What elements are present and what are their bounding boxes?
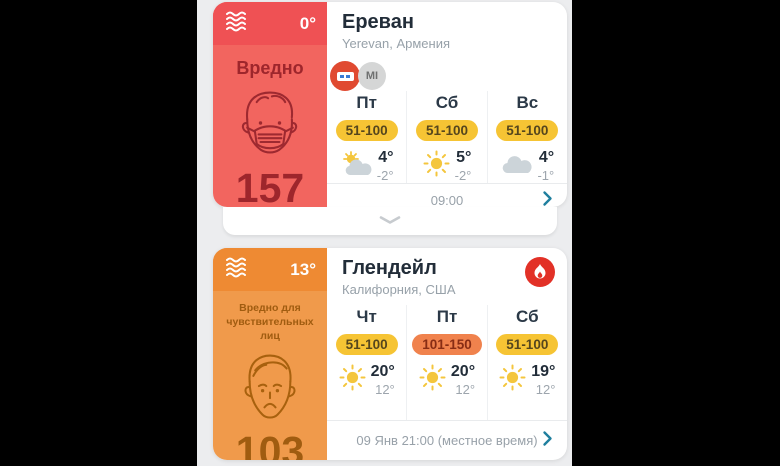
forecast-time: 09:00 <box>430 193 464 207</box>
city-subtitle: Калифорния, США <box>342 282 456 297</box>
low-temp: -1° <box>537 168 555 183</box>
forecast-col-fri: Пт 101-150 <box>406 305 486 420</box>
aqi-range-pill: 51-100 <box>415 120 479 141</box>
aqi-range-pill: 51-100 <box>496 120 559 141</box>
panel-temperature: 13° <box>290 259 316 279</box>
forecast-day: Сб <box>516 307 539 326</box>
sun-behind-cloud-icon <box>340 150 372 182</box>
forecast-time-row[interactable]: 09 Янв 21:00 (местное время) <box>327 420 567 460</box>
aqi-panel: 13° Вредно для чувствительных лиц <box>213 248 327 460</box>
chevron-right-icon[interactable] <box>542 430 553 452</box>
low-temp: 12° <box>375 382 395 397</box>
source-mi-badge: MI <box>358 62 386 90</box>
sad-face-icon <box>234 350 306 429</box>
high-temp: 20° <box>450 363 476 380</box>
forecast-row: Чт 51-100 <box>327 305 567 420</box>
aqi-status-label: Вредно для чувствительных лиц <box>226 302 314 343</box>
forecast-col-fri: Пт 51-100 <box>327 91 406 183</box>
forecast-time: 09 Янв 21:00 (местное время) <box>356 433 538 448</box>
chevron-right-icon[interactable] <box>542 190 553 208</box>
masked-face-icon <box>233 85 307 166</box>
high-temp: 4° <box>378 149 394 166</box>
sun-icon <box>499 364 526 396</box>
city-subtitle: Yerevan, Армения <box>342 36 450 51</box>
city-title: Ереван <box>342 11 414 33</box>
forecast-col-sat: Сб 51-100 <box>406 91 486 183</box>
chevron-down-icon <box>378 212 402 230</box>
air-waves-icon <box>224 256 248 283</box>
forecast-day: Сб <box>435 93 459 112</box>
panel-temperature: 0° <box>299 13 316 33</box>
cloud-icon <box>500 153 532 180</box>
forecast-row: Пт 51-100 <box>327 91 567 183</box>
forecast-day: Пт <box>436 307 458 326</box>
low-temp: -2° <box>454 168 472 183</box>
forecast-col-sun: Вс 51-100 4° -1° <box>486 91 567 183</box>
air-waves-icon <box>224 10 248 37</box>
aqi-range-pill: 101-150 <box>412 334 482 355</box>
city-card-yerevan[interactable]: 0° Вредно <box>213 2 567 235</box>
forecast-day: Чт <box>356 307 377 326</box>
low-temp: 12° <box>535 382 556 397</box>
aqi-range-pill: 51-100 <box>335 334 398 355</box>
low-temp: 12° <box>455 382 476 397</box>
forecast-time-row[interactable]: 09:00 <box>327 183 567 207</box>
high-temp: 4° <box>538 149 555 166</box>
aqi-value: 103 <box>235 427 305 460</box>
sun-icon <box>423 150 450 182</box>
forecast-col-thu: Чт 51-100 <box>327 305 406 420</box>
aqi-panel: 0° Вредно <box>213 2 327 207</box>
aqi-range-pill: 51-100 <box>496 334 559 355</box>
high-temp: 20° <box>370 363 395 380</box>
sun-icon <box>339 364 366 396</box>
app-screen: 0° Вредно <box>197 0 572 466</box>
aqi-status-label: Вредно <box>236 58 304 78</box>
city-title: Глендейл <box>342 257 437 279</box>
forecast-day: Вс <box>516 93 539 112</box>
aqi-range-pill: 51-100 <box>335 120 398 141</box>
sun-icon <box>419 364 446 396</box>
city-card-glendale[interactable]: 13° Вредно для чувствительных лиц <box>213 248 567 460</box>
aqi-value: 157 <box>235 165 305 208</box>
high-temp: 5° <box>456 149 472 166</box>
low-temp: -2° <box>376 168 394 183</box>
monitor-source-icon[interactable]: MI <box>330 60 388 92</box>
forecast-col-sat: Сб 51-100 <box>486 305 567 420</box>
card-expand-button[interactable] <box>223 207 557 235</box>
fire-warning-icon[interactable] <box>525 257 555 287</box>
high-temp: 19° <box>531 363 556 380</box>
monitor-device-icon <box>330 61 360 91</box>
forecast-day: Пт <box>356 93 377 112</box>
